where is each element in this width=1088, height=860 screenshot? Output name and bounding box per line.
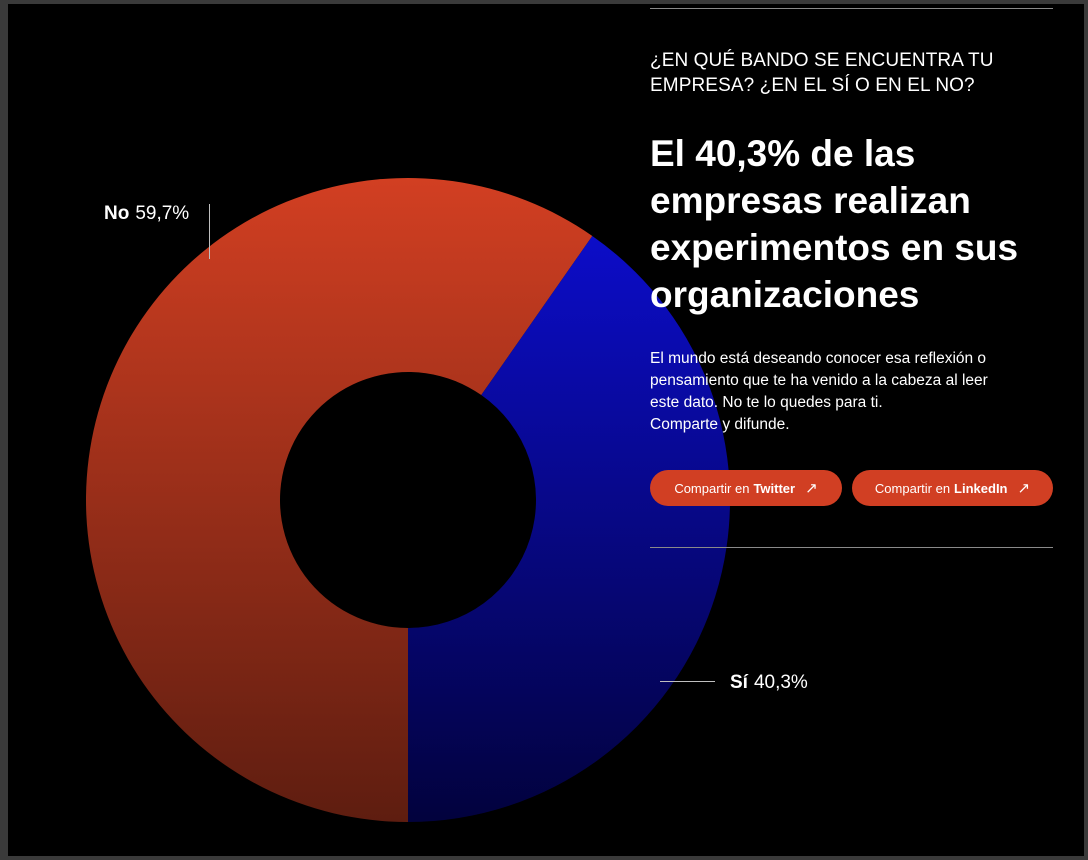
headline: El 40,3% de las empresas realizan experi… <box>650 133 1019 315</box>
question-eyebrow: ¿EN QUÉ BANDO SE ENCUENTRA TU EMPRESA? ¿… <box>650 50 994 96</box>
si-slice-label: Sí 40,3% <box>730 672 808 694</box>
share-linkedin-network: LinkedIn <box>954 480 1008 496</box>
si-slice-name: Sí <box>730 672 748 693</box>
donut-slice-no <box>85 177 593 823</box>
body-line: pensamiento que te ha venido a la cabeza… <box>650 372 988 389</box>
share-twitter-network: Twitter <box>753 480 796 496</box>
donut-slice-si <box>408 235 730 823</box>
top-divider <box>650 8 1053 9</box>
no-slice-name: No <box>104 203 130 224</box>
body-line: Comparte y difunde. <box>650 416 790 433</box>
arrow-up-right-icon: ↗ <box>1017 480 1031 497</box>
si-label-leader <box>660 681 715 682</box>
no-slice-value: 59,7% <box>135 203 190 224</box>
body-line: El mundo está deseando conocer esa refle… <box>650 350 987 367</box>
no-label-leader <box>209 204 210 259</box>
no-slice-label: No 59,7% <box>104 203 189 225</box>
share-twitter-button[interactable]: Compartir en Twitter ↗ <box>650 470 842 506</box>
body-text: El mundo está deseando conocer esa refle… <box>650 348 1055 436</box>
infographic-panel: No 59,7% Sí 40,3% ¿EN QUÉ BANDO SE ENCUENT… <box>8 4 1084 856</box>
arrow-up-right-icon: ↗ <box>805 480 818 497</box>
share-linkedin-button[interactable]: Compartir en LinkedIn ↗ <box>852 470 1053 506</box>
donut-chart <box>85 177 730 823</box>
bottom-divider <box>650 547 1053 548</box>
share-linkedin-prefix: Compartir en <box>874 480 951 496</box>
si-slice-value: 40,3% <box>753 672 808 693</box>
share-twitter-prefix: Compartir en <box>674 480 750 496</box>
body-line: este dato. No te lo quedes para ti. <box>650 394 883 411</box>
